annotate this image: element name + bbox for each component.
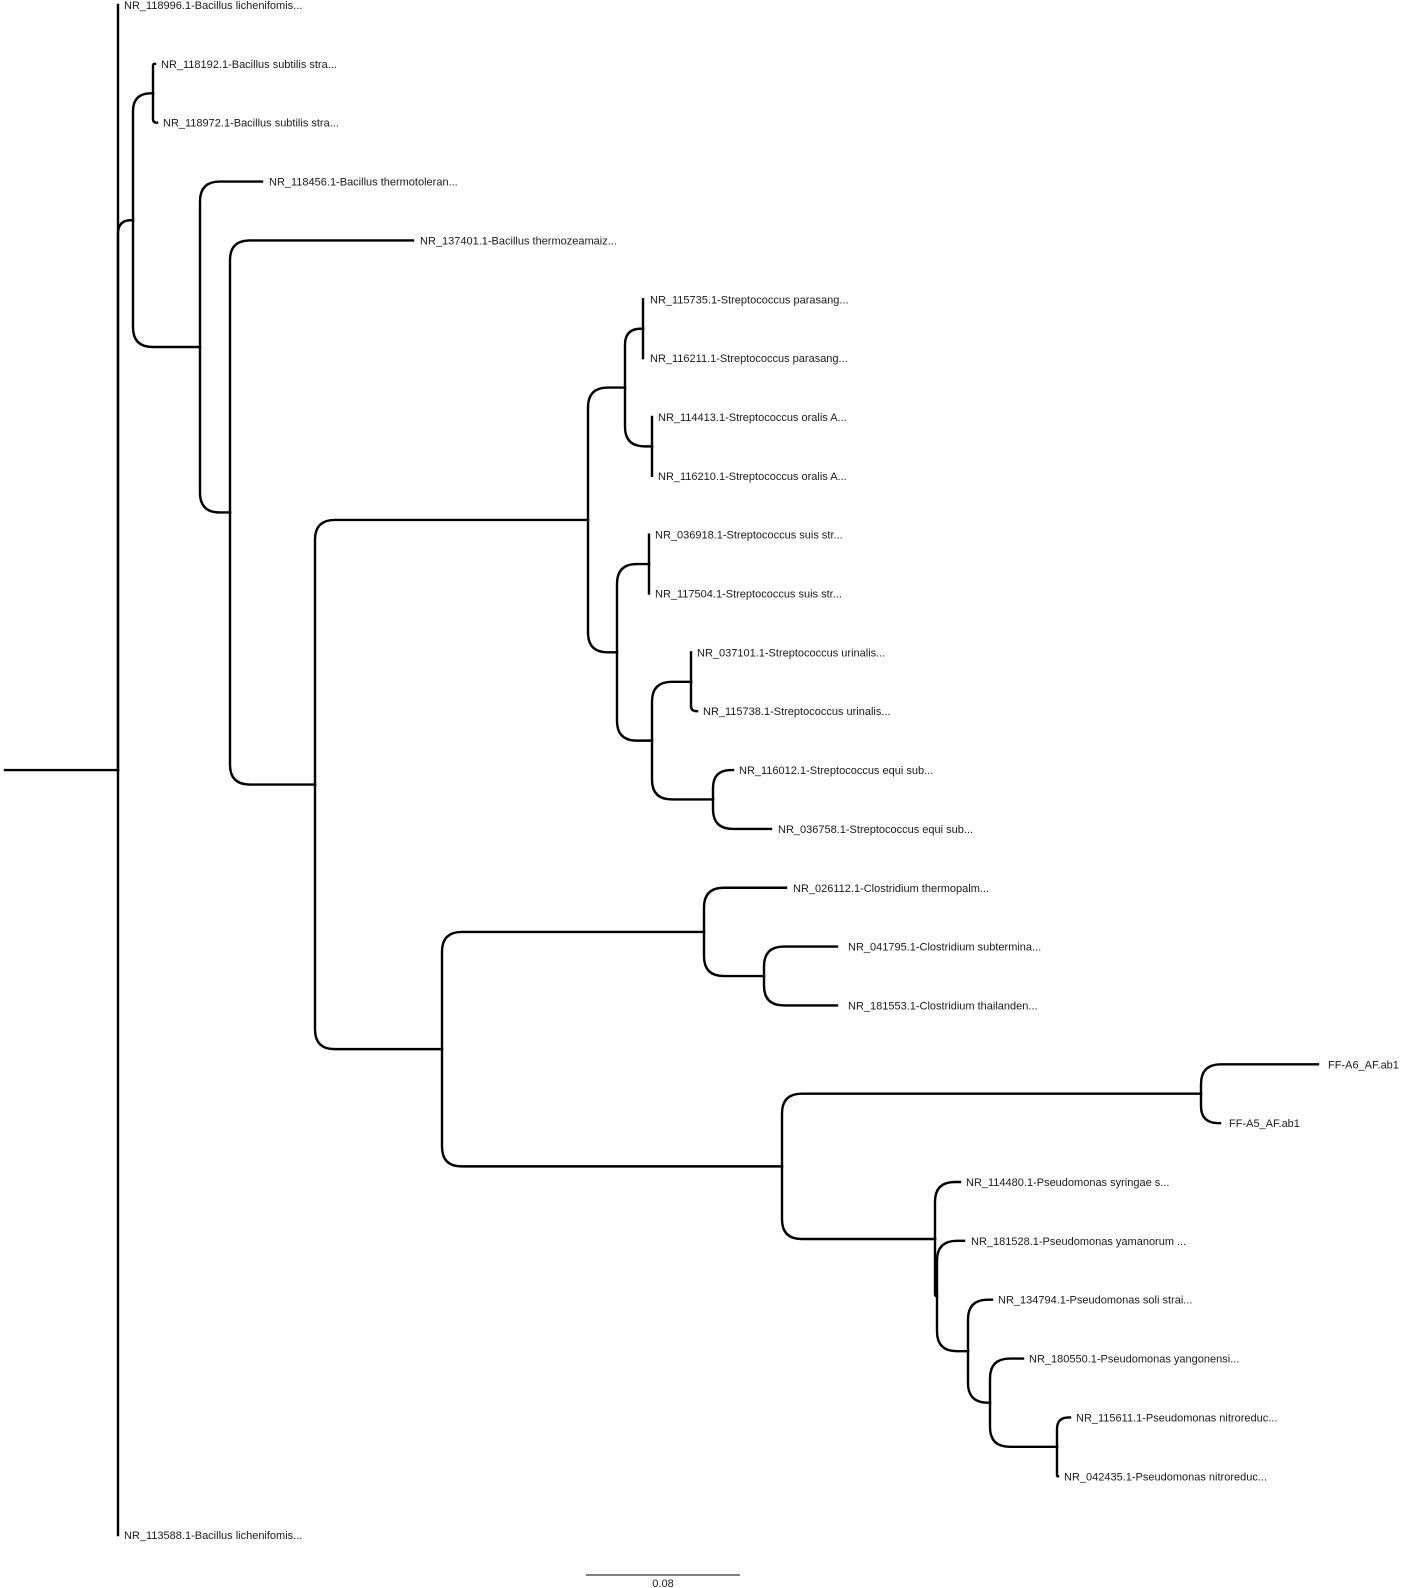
leaf-label: NR_181528.1-Pseudomonas yamanorum ... bbox=[971, 1236, 1186, 1248]
internal-branch bbox=[650, 680, 693, 742]
leaf-label: NR_118972.1-Bacillus subtilis stra... bbox=[163, 118, 339, 130]
leaf-label: NR_116012.1-Streptococcus equi sub... bbox=[739, 765, 933, 777]
leaf-label: NR_036758.1-Streptococcus equi sub... bbox=[778, 824, 973, 836]
internal-branch bbox=[131, 218, 202, 349]
leaf-label: NR_116211.1-Streptococcus parasang... bbox=[650, 353, 848, 365]
leaf-label: NR_041795.1-Clostridium subtermina... bbox=[848, 942, 1041, 954]
leaf-branch bbox=[228, 239, 415, 514]
leaf-label: NR_114480.1-Pseudomonas syringae s... bbox=[966, 1177, 1169, 1189]
internal-branch bbox=[313, 518, 590, 786]
internal-branch bbox=[586, 386, 627, 522]
leaf-label: NR_117504.1-Streptococcus suis str... bbox=[655, 589, 842, 601]
leaf-label: NR_180550.1-Pseudomonas yangonensi... bbox=[1029, 1354, 1239, 1366]
internal-branch bbox=[966, 1349, 992, 1404]
leaf-branch bbox=[935, 1239, 966, 1298]
leaf-label: NR_113588.1-Bacillus lichenifomis... bbox=[124, 1530, 302, 1542]
leaf-label: NR_116210.1-Streptococcus oralis A... bbox=[658, 471, 847, 483]
leaf-label: NR_036918.1-Streptococcus suis str... bbox=[655, 530, 843, 542]
leaf-label: NR_115735.1-Streptococcus parasang... bbox=[650, 294, 849, 306]
internal-branch bbox=[935, 1294, 970, 1353]
leaf-branch bbox=[151, 62, 157, 95]
internal-branch bbox=[623, 327, 645, 389]
internal-branch bbox=[313, 783, 444, 1051]
leaf-branch bbox=[933, 1180, 962, 1241]
leaf-label: NR_134794.1-Pseudomonas soli strai... bbox=[998, 1295, 1192, 1307]
leaf-label: NR_137401.1-Bacillus thermozeamaiz... bbox=[420, 235, 617, 247]
internal-branch bbox=[586, 518, 619, 654]
leaf-branch bbox=[762, 974, 839, 1007]
leaf-label: NR_118456.1-Bacillus thermotoleran... bbox=[269, 177, 458, 189]
leaf-branch bbox=[689, 680, 699, 713]
leaf-label: NR_037101.1-Streptococcus urinalis... bbox=[697, 647, 885, 659]
internal-branch bbox=[623, 386, 654, 448]
leaf-branch bbox=[1055, 1416, 1072, 1449]
leaf-branch bbox=[711, 768, 735, 801]
internal-branch bbox=[615, 651, 654, 742]
leaf-label: NR_118192.1-Bacillus subtilis stra... bbox=[161, 59, 337, 71]
internal-branch bbox=[228, 511, 317, 786]
leaf-branch bbox=[1199, 1063, 1320, 1095]
leaf-branch bbox=[966, 1298, 994, 1353]
leaf-branch bbox=[151, 92, 159, 124]
leaf-branch bbox=[762, 945, 839, 978]
internal-branch bbox=[440, 930, 706, 1051]
leaf-label: NR_042435.1-Pseudomonas nitroreduc... bbox=[1064, 1471, 1267, 1483]
leaf-label: NR_114413.1-Streptococcus oralis A... bbox=[658, 412, 847, 424]
leaf-label: NR_115611.1-Pseudomonas nitroreduc... bbox=[1076, 1412, 1277, 1424]
internal-branch bbox=[615, 562, 651, 654]
leaf-label: NR_115738.1-Streptococcus urinalis... bbox=[703, 706, 891, 718]
internal-branch bbox=[198, 345, 232, 514]
internal-branch bbox=[780, 1092, 1203, 1168]
leaf-label: FF-A5_AF.ab1 bbox=[1229, 1118, 1300, 1130]
leaf-branch bbox=[702, 886, 788, 934]
internal-branch bbox=[650, 739, 715, 801]
internal-branch bbox=[780, 1165, 937, 1241]
scale-bar-label: 0.08 bbox=[652, 1578, 673, 1588]
leaf-label: NR_181553.1-Clostridium thailanden... bbox=[848, 1000, 1038, 1012]
internal-branch bbox=[702, 930, 766, 978]
leaf-branch bbox=[988, 1357, 1025, 1404]
leaf-branch bbox=[711, 798, 773, 831]
leaf-branch bbox=[198, 180, 264, 349]
leaf-label: FF-A6_AF.ab1 bbox=[1328, 1059, 1399, 1071]
leaf-label: NR_026112.1-Clostridium thermopalm... bbox=[793, 883, 989, 895]
leaf-label: NR_118996.1-Bacillus lichenifomis... bbox=[124, 0, 302, 12]
leaf-branch bbox=[1199, 1092, 1222, 1125]
internal-branch bbox=[131, 92, 155, 222]
internal-branch bbox=[440, 1047, 784, 1168]
internal-branch bbox=[116, 218, 135, 772]
leaf-branch bbox=[1055, 1445, 1060, 1478]
internal-branch bbox=[988, 1401, 1059, 1449]
